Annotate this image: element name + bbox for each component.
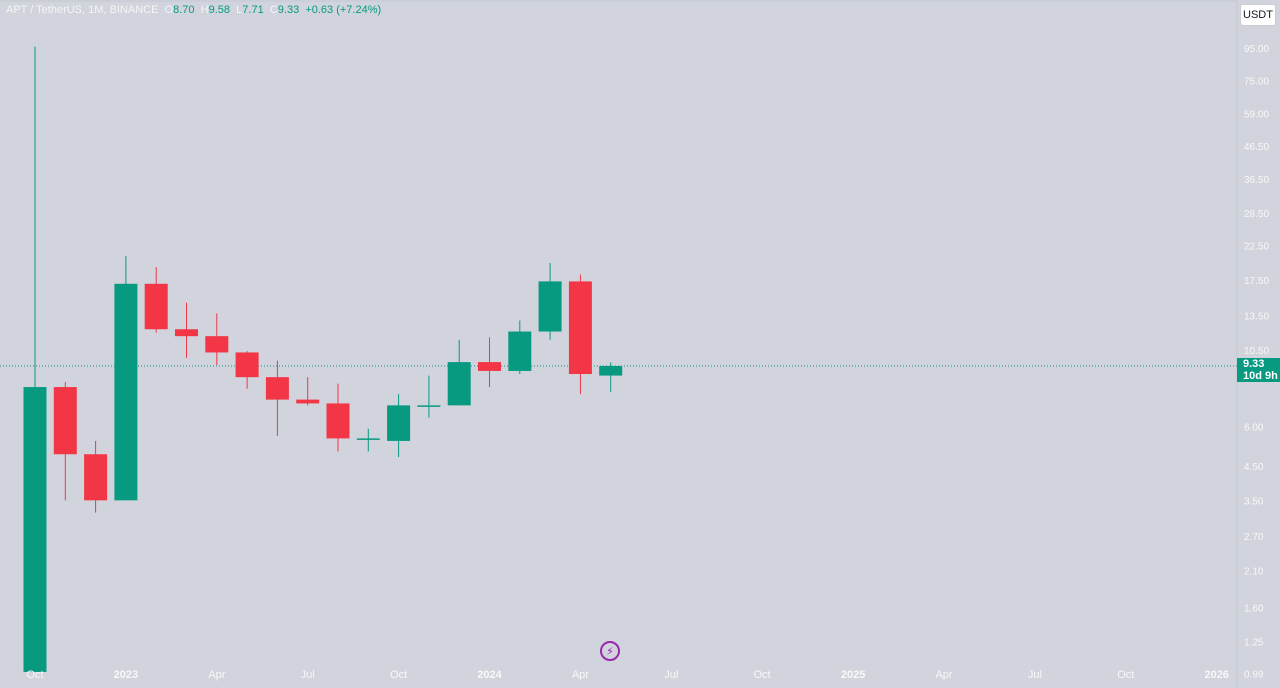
candle-body	[296, 399, 320, 404]
high-value: 9.58	[208, 4, 231, 16]
candle	[84, 440, 108, 513]
candle	[538, 262, 562, 340]
candle	[205, 313, 229, 365]
candle-body	[205, 336, 229, 353]
time-tick-label: Jul	[664, 669, 678, 681]
candle	[508, 320, 532, 375]
currency-button[interactable]: USDT	[1240, 4, 1276, 26]
price-tick-label: 22.50	[1244, 241, 1269, 252]
candle-body	[265, 377, 289, 400]
candle-body	[23, 387, 47, 672]
candle	[447, 339, 471, 406]
candle-body	[84, 454, 108, 501]
price-tick-label: 10.50	[1244, 346, 1269, 357]
time-tick-label: Oct	[1117, 669, 1134, 681]
candle-body	[387, 405, 411, 441]
price-tick-label: 75.00	[1244, 76, 1269, 87]
price-tick-label: 6.00	[1244, 422, 1264, 433]
time-tick-label: Oct	[26, 669, 43, 681]
symbol-name: APT / TetherUS, 1M, BINANCE	[6, 4, 159, 16]
candle	[417, 375, 441, 418]
price-tick-label: 17.50	[1244, 276, 1269, 287]
high-label: H	[200, 4, 209, 16]
candle-body	[538, 281, 562, 332]
candle	[53, 382, 77, 501]
candle-body	[478, 362, 501, 371]
close-value: 9.33	[277, 4, 300, 16]
last-price-label: 9.33 10d 9h	[1237, 358, 1280, 382]
candle-body	[144, 283, 168, 330]
candle-body	[447, 362, 471, 406]
price-tick-label: 1.60	[1244, 604, 1264, 615]
time-tick-label: Apr	[935, 669, 952, 681]
candle-body	[508, 331, 532, 371]
candle	[235, 351, 259, 389]
candle-body	[175, 329, 198, 337]
candle	[599, 362, 623, 393]
price-tick-label: 36.50	[1244, 175, 1269, 186]
candle-body	[235, 352, 259, 378]
candle-body	[568, 281, 592, 375]
candle	[23, 46, 47, 672]
price-tick-label: 1.25	[1244, 637, 1264, 648]
lightning-bolt-icon[interactable]: ⚡︎	[600, 641, 620, 661]
time-tick-label: Jul	[1028, 669, 1042, 681]
time-tick-label: Oct	[754, 669, 771, 681]
price-tick-label: 13.50	[1244, 311, 1269, 322]
price-tick-label: 59.00	[1244, 109, 1269, 120]
candle	[114, 256, 138, 501]
candle	[387, 394, 411, 458]
candle-body	[356, 438, 380, 440]
candle	[144, 267, 168, 333]
change-value: +0.63 (+7.24%)	[305, 4, 382, 16]
time-tick-label: 2024	[477, 669, 502, 681]
low-value: 7.71	[242, 4, 264, 16]
candle-body	[326, 403, 350, 439]
candle	[265, 360, 289, 436]
candle-body	[599, 366, 623, 376]
candle	[296, 377, 320, 406]
price-tick-label: 2.70	[1244, 532, 1264, 543]
candle	[568, 274, 592, 395]
price-tick-label: 2.10	[1244, 566, 1264, 577]
price-axis[interactable]: 0.99 1.25 1.60 2.10 2.70 3.50 4.50 6.00 10.50 13.…	[1244, 12, 1275, 680]
price-tick-label: 46.50	[1244, 142, 1269, 153]
open-value: 8.70	[173, 4, 195, 16]
price-tick-label: 3.50	[1244, 496, 1264, 507]
candles-group	[23, 46, 623, 672]
candle	[326, 383, 350, 452]
bar-countdown: 10d 9h	[1243, 370, 1278, 382]
close-label: C	[269, 4, 278, 16]
time-tick-label: Oct	[390, 669, 407, 681]
low-label: L	[236, 4, 243, 16]
candle	[175, 302, 198, 358]
candle	[356, 428, 380, 452]
candle-body	[417, 405, 441, 407]
last-price-value: 9.33	[1243, 358, 1265, 370]
candle-body	[53, 387, 77, 455]
symbol-legend: APT / TetherUS, 1M, BINANCE O8.70 H9.58 …	[6, 4, 381, 16]
open-label: O	[164, 4, 174, 16]
time-tick-label: 2023	[114, 669, 138, 681]
time-axis[interactable]: Oct 2023 Apr Jul Oct 2024 Apr Jul Oct 2025 Apr Jul O…	[26, 669, 1229, 681]
price-tick-label: 28.50	[1244, 209, 1269, 220]
price-tick-label: 0.99	[1244, 669, 1264, 680]
time-tick-label: 2025	[841, 669, 865, 681]
time-tick-label: Jul	[301, 669, 315, 681]
candle-body	[114, 283, 138, 501]
candle	[478, 337, 501, 388]
price-tick-label: 4.50	[1244, 462, 1264, 473]
time-tick-label: Apr	[208, 669, 225, 681]
price-tick-label: 95.00	[1244, 44, 1269, 55]
time-tick-label: 2026	[1204, 669, 1228, 681]
time-tick-label: Apr	[572, 669, 589, 681]
